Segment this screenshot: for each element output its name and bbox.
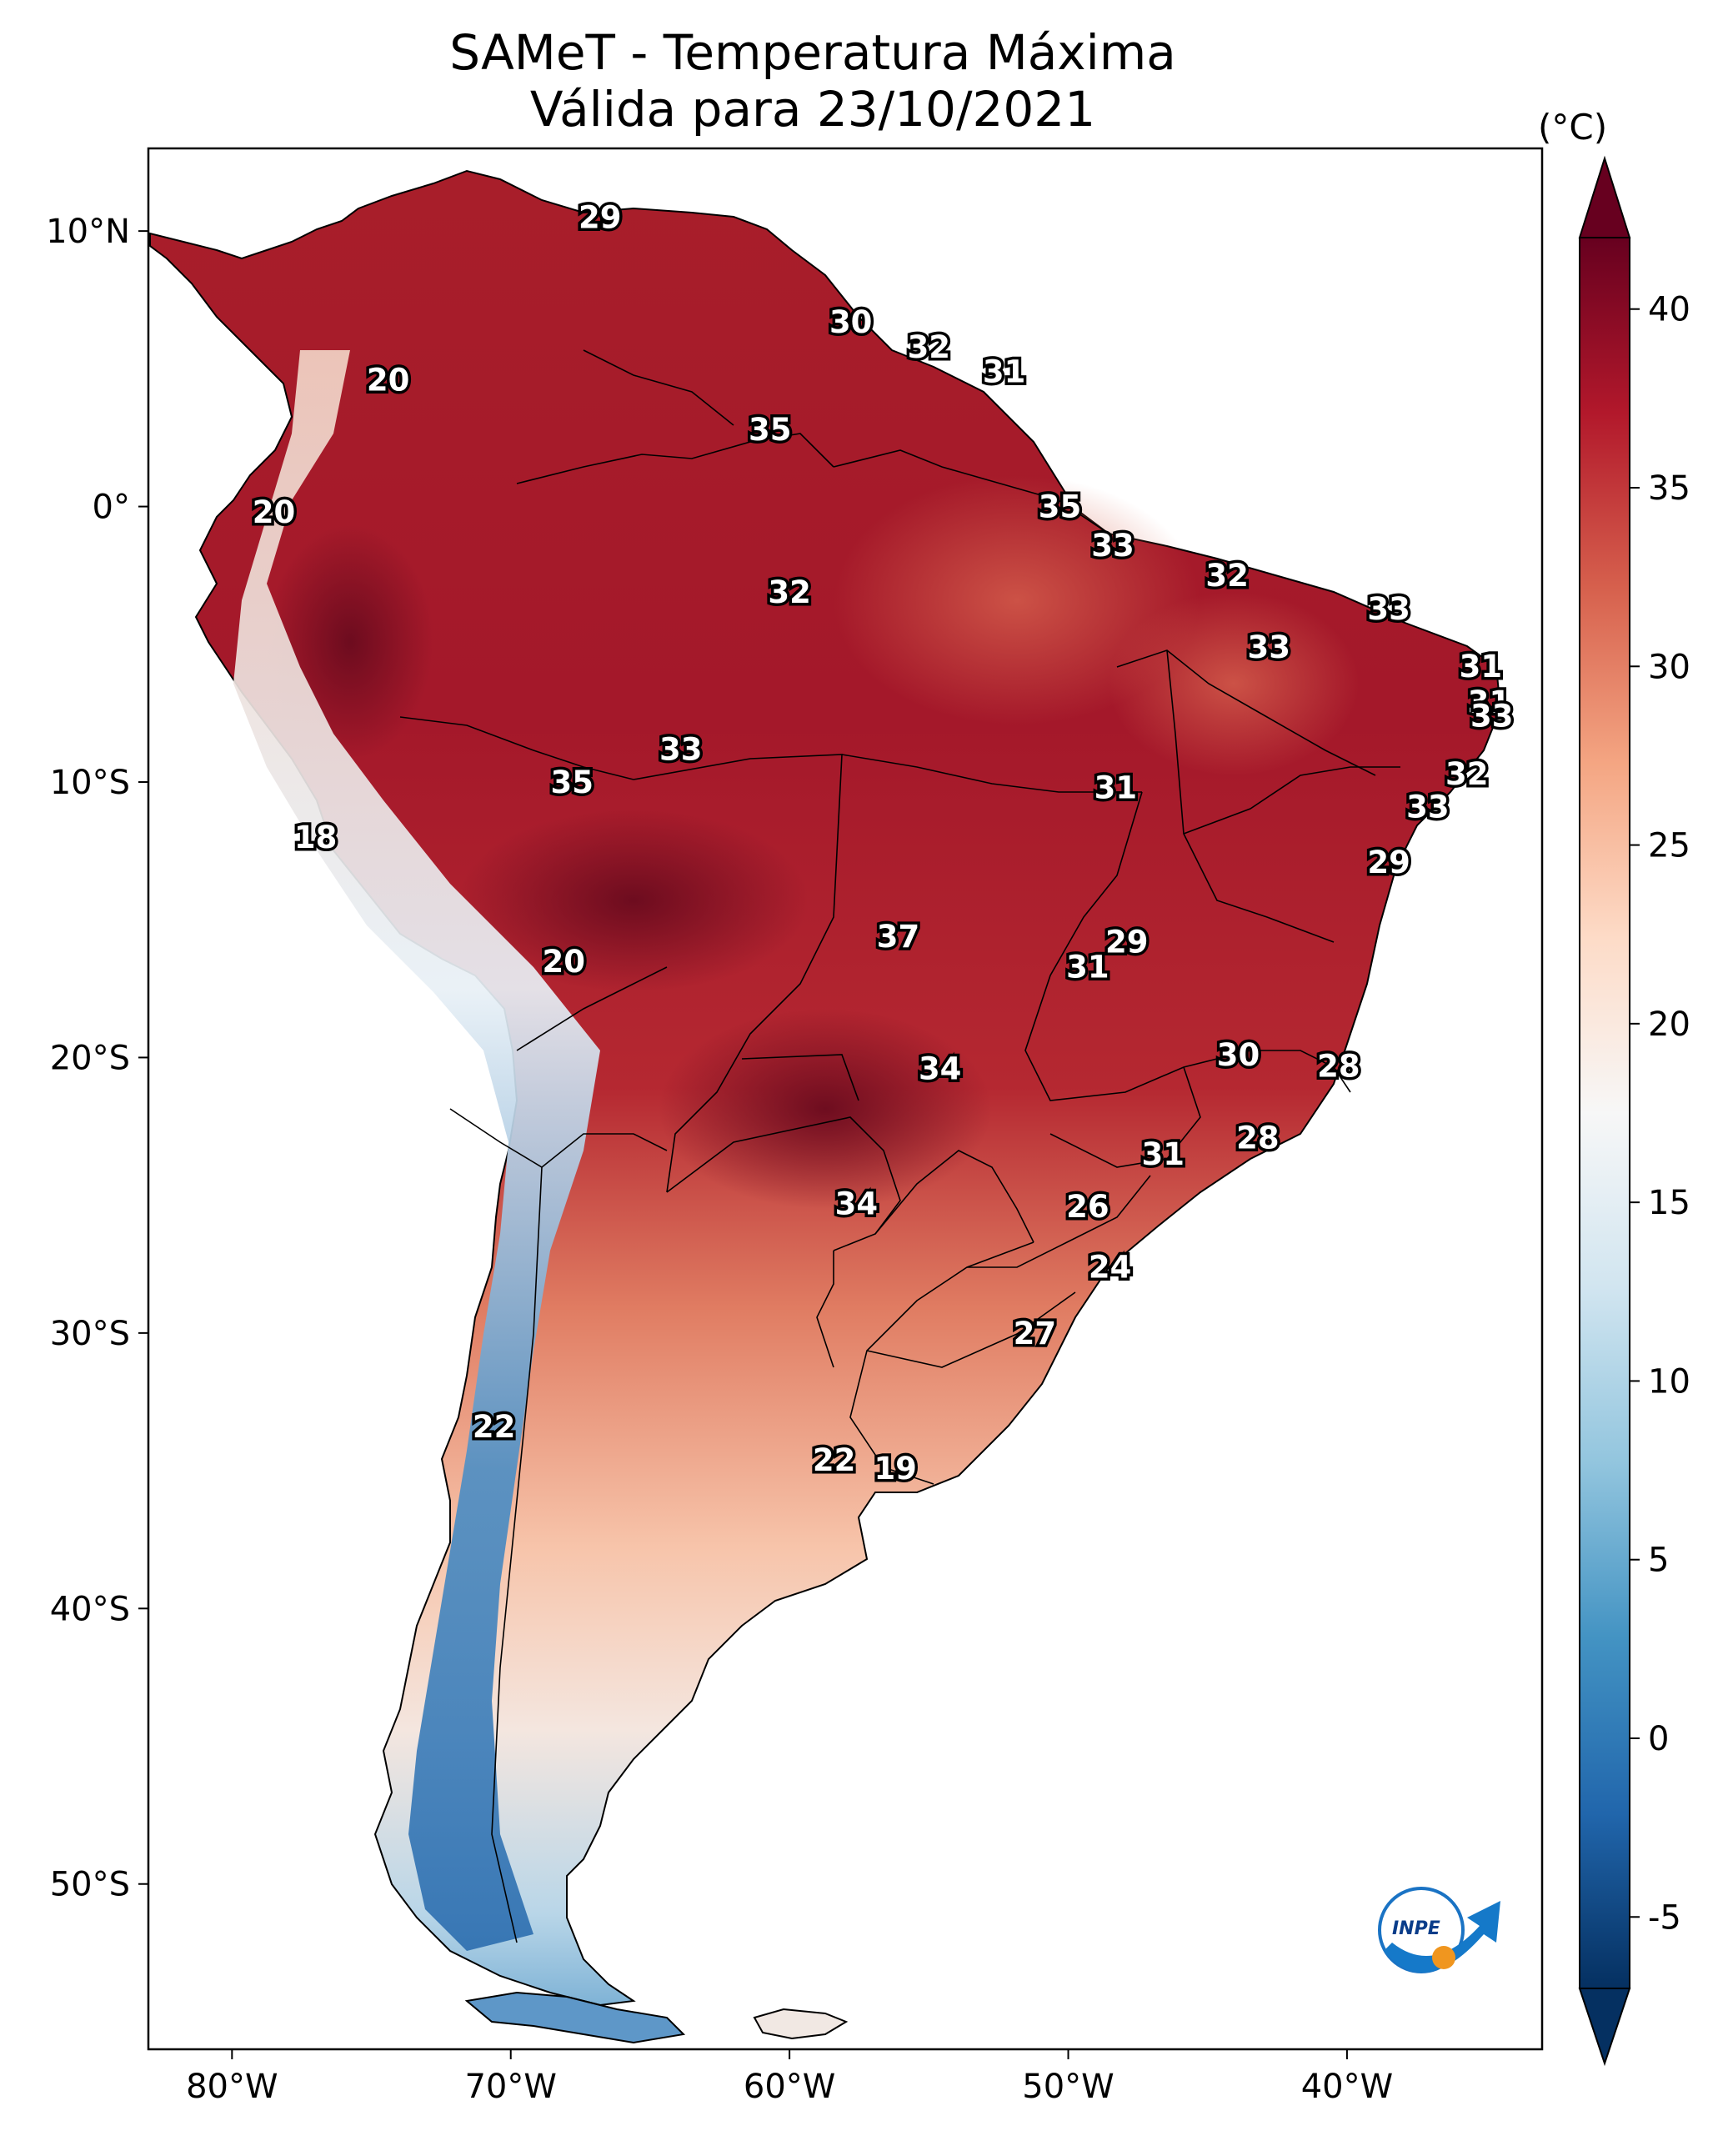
lat-tick-label: 10°S bbox=[50, 764, 130, 802]
country-borders bbox=[399, 349, 1400, 1943]
latitude-axis: 10°N 0° 10°S 20°S 30°S 40°S 50°S bbox=[46, 213, 148, 1904]
station-temperature-label: 32 bbox=[1445, 756, 1489, 792]
colorbar-unit-label: (°C) bbox=[1538, 107, 1608, 148]
station-temperature-label: 22 bbox=[813, 1442, 856, 1478]
lat-tick-label: 0° bbox=[93, 489, 130, 527]
falkland-islands bbox=[753, 2008, 849, 2040]
andes-cool-band bbox=[233, 350, 600, 1951]
colorbar-upper-extend bbox=[1578, 155, 1631, 238]
colorbar-tick-label: -5 bbox=[1648, 1898, 1681, 1937]
colorbar: 40 35 30 25 20 15 10 5 0 -5 bbox=[1578, 155, 1690, 2067]
station-temperature-label: 28 bbox=[1317, 1048, 1360, 1084]
station-temperature-label: 29 bbox=[579, 200, 622, 236]
station-temperature-label: 33 bbox=[1367, 591, 1410, 627]
lon-tick-label: 60°W bbox=[744, 2068, 835, 2106]
station-temperature-label: 31 bbox=[983, 354, 1026, 390]
warm-zone-piaui bbox=[1109, 592, 1359, 775]
station-temperature-label: 34 bbox=[919, 1051, 962, 1087]
station-temperature-label: 31 bbox=[1066, 949, 1109, 985]
tierra-del-fuego bbox=[464, 1991, 686, 2044]
heat-core-bolivia bbox=[458, 809, 809, 992]
station-temperature-label: 29 bbox=[1367, 845, 1410, 880]
station-temperature-label: 30 bbox=[1217, 1037, 1260, 1073]
colorbar-ticks: 40 35 30 25 20 15 10 5 0 -5 bbox=[1630, 291, 1690, 1937]
station-temperature-label: 35 bbox=[1039, 489, 1082, 525]
inpe-logo-arrow bbox=[1384, 1901, 1500, 1973]
station-temperature-label: 31 bbox=[1094, 770, 1138, 806]
colorbar-tick-label: 25 bbox=[1648, 827, 1690, 865]
station-temperature-label: 19 bbox=[874, 1451, 917, 1487]
station-temperature-label: 30 bbox=[829, 304, 873, 340]
inpe-logo-dot bbox=[1432, 1946, 1455, 1969]
colorbar-tick-label: 0 bbox=[1648, 1720, 1669, 1758]
station-temperature-label: 34 bbox=[835, 1186, 879, 1222]
map-title-line2: Válida para 23/10/2021 bbox=[529, 81, 1096, 138]
map-frame bbox=[147, 147, 1544, 2051]
station-temperature-label: 32 bbox=[1205, 558, 1249, 594]
station-temperature-label: 22 bbox=[473, 1409, 516, 1445]
station-temperature-label: 33 bbox=[1091, 528, 1134, 564]
map-title-line1: SAMeT - Temperatura Máxima bbox=[449, 24, 1176, 81]
lat-tick-label: 20°S bbox=[50, 1039, 130, 1077]
inpe-logo: INPE bbox=[1378, 1887, 1500, 1973]
colorbar-tick-label: 5 bbox=[1648, 1542, 1669, 1580]
lon-tick-label: 50°W bbox=[1022, 2068, 1114, 2106]
lon-tick-label: 40°W bbox=[1301, 2068, 1393, 2106]
station-temperature-label: 33 bbox=[1248, 629, 1291, 665]
lat-tick-label: 10°N bbox=[46, 213, 130, 251]
lon-tick-label: 70°W bbox=[464, 2068, 556, 2106]
station-temperature-label: 29 bbox=[1105, 925, 1149, 960]
station-temperature-label: 26 bbox=[1066, 1189, 1109, 1225]
station-temperature-label: 35 bbox=[551, 765, 594, 800]
station-temperature-label: 33 bbox=[659, 731, 703, 767]
station-temperature-label: 20 bbox=[367, 363, 410, 399]
colorbar-lower-extend bbox=[1578, 1988, 1631, 2067]
colorbar-tick-label: 35 bbox=[1648, 469, 1690, 508]
lon-tick-label: 80°W bbox=[186, 2068, 278, 2106]
station-temperature-label: 37 bbox=[877, 919, 920, 955]
longitude-axis: 80°W 70°W 60°W 50°W 40°W bbox=[186, 2049, 1393, 2106]
lat-tick-label: 40°S bbox=[50, 1590, 130, 1628]
station-temperature-label: 33 bbox=[1406, 790, 1450, 825]
station-temperature-label: 31 bbox=[1460, 649, 1503, 684]
colorbar-tick-label: 20 bbox=[1648, 1005, 1690, 1044]
colorbar-tick-label: 40 bbox=[1648, 291, 1690, 329]
station-temperature-label: 31 bbox=[1141, 1136, 1185, 1172]
lat-tick-label: 50°S bbox=[50, 1866, 130, 1904]
warm-zone-para bbox=[834, 475, 1200, 725]
colorbar-body bbox=[1579, 237, 1630, 1989]
station-temperature-label: 27 bbox=[1014, 1316, 1057, 1351]
colorbar-tick-label: 15 bbox=[1648, 1184, 1690, 1222]
colorbar-tick-label: 30 bbox=[1648, 648, 1690, 686]
heat-core-chaco bbox=[659, 1009, 992, 1209]
station-temperature-label: 20 bbox=[253, 494, 296, 530]
station-temperature-label: 32 bbox=[768, 574, 811, 610]
station-temperature-label: 18 bbox=[294, 820, 338, 855]
lat-tick-label: 30°S bbox=[50, 1315, 130, 1353]
colorbar-tick-label: 10 bbox=[1648, 1362, 1690, 1401]
station-temperature-label: 31 bbox=[1468, 684, 1511, 720]
station-temperature-label: 32 bbox=[908, 329, 951, 365]
inpe-logo-text: INPE bbox=[1392, 1918, 1440, 1939]
station-temperature-label: 33 bbox=[1470, 699, 1514, 735]
station-temperature-label: 35 bbox=[749, 412, 792, 448]
station-temperature-label: 20 bbox=[543, 944, 586, 980]
station-temperature-label: 24 bbox=[1089, 1250, 1132, 1286]
station-temperature-label: 28 bbox=[1236, 1120, 1280, 1156]
